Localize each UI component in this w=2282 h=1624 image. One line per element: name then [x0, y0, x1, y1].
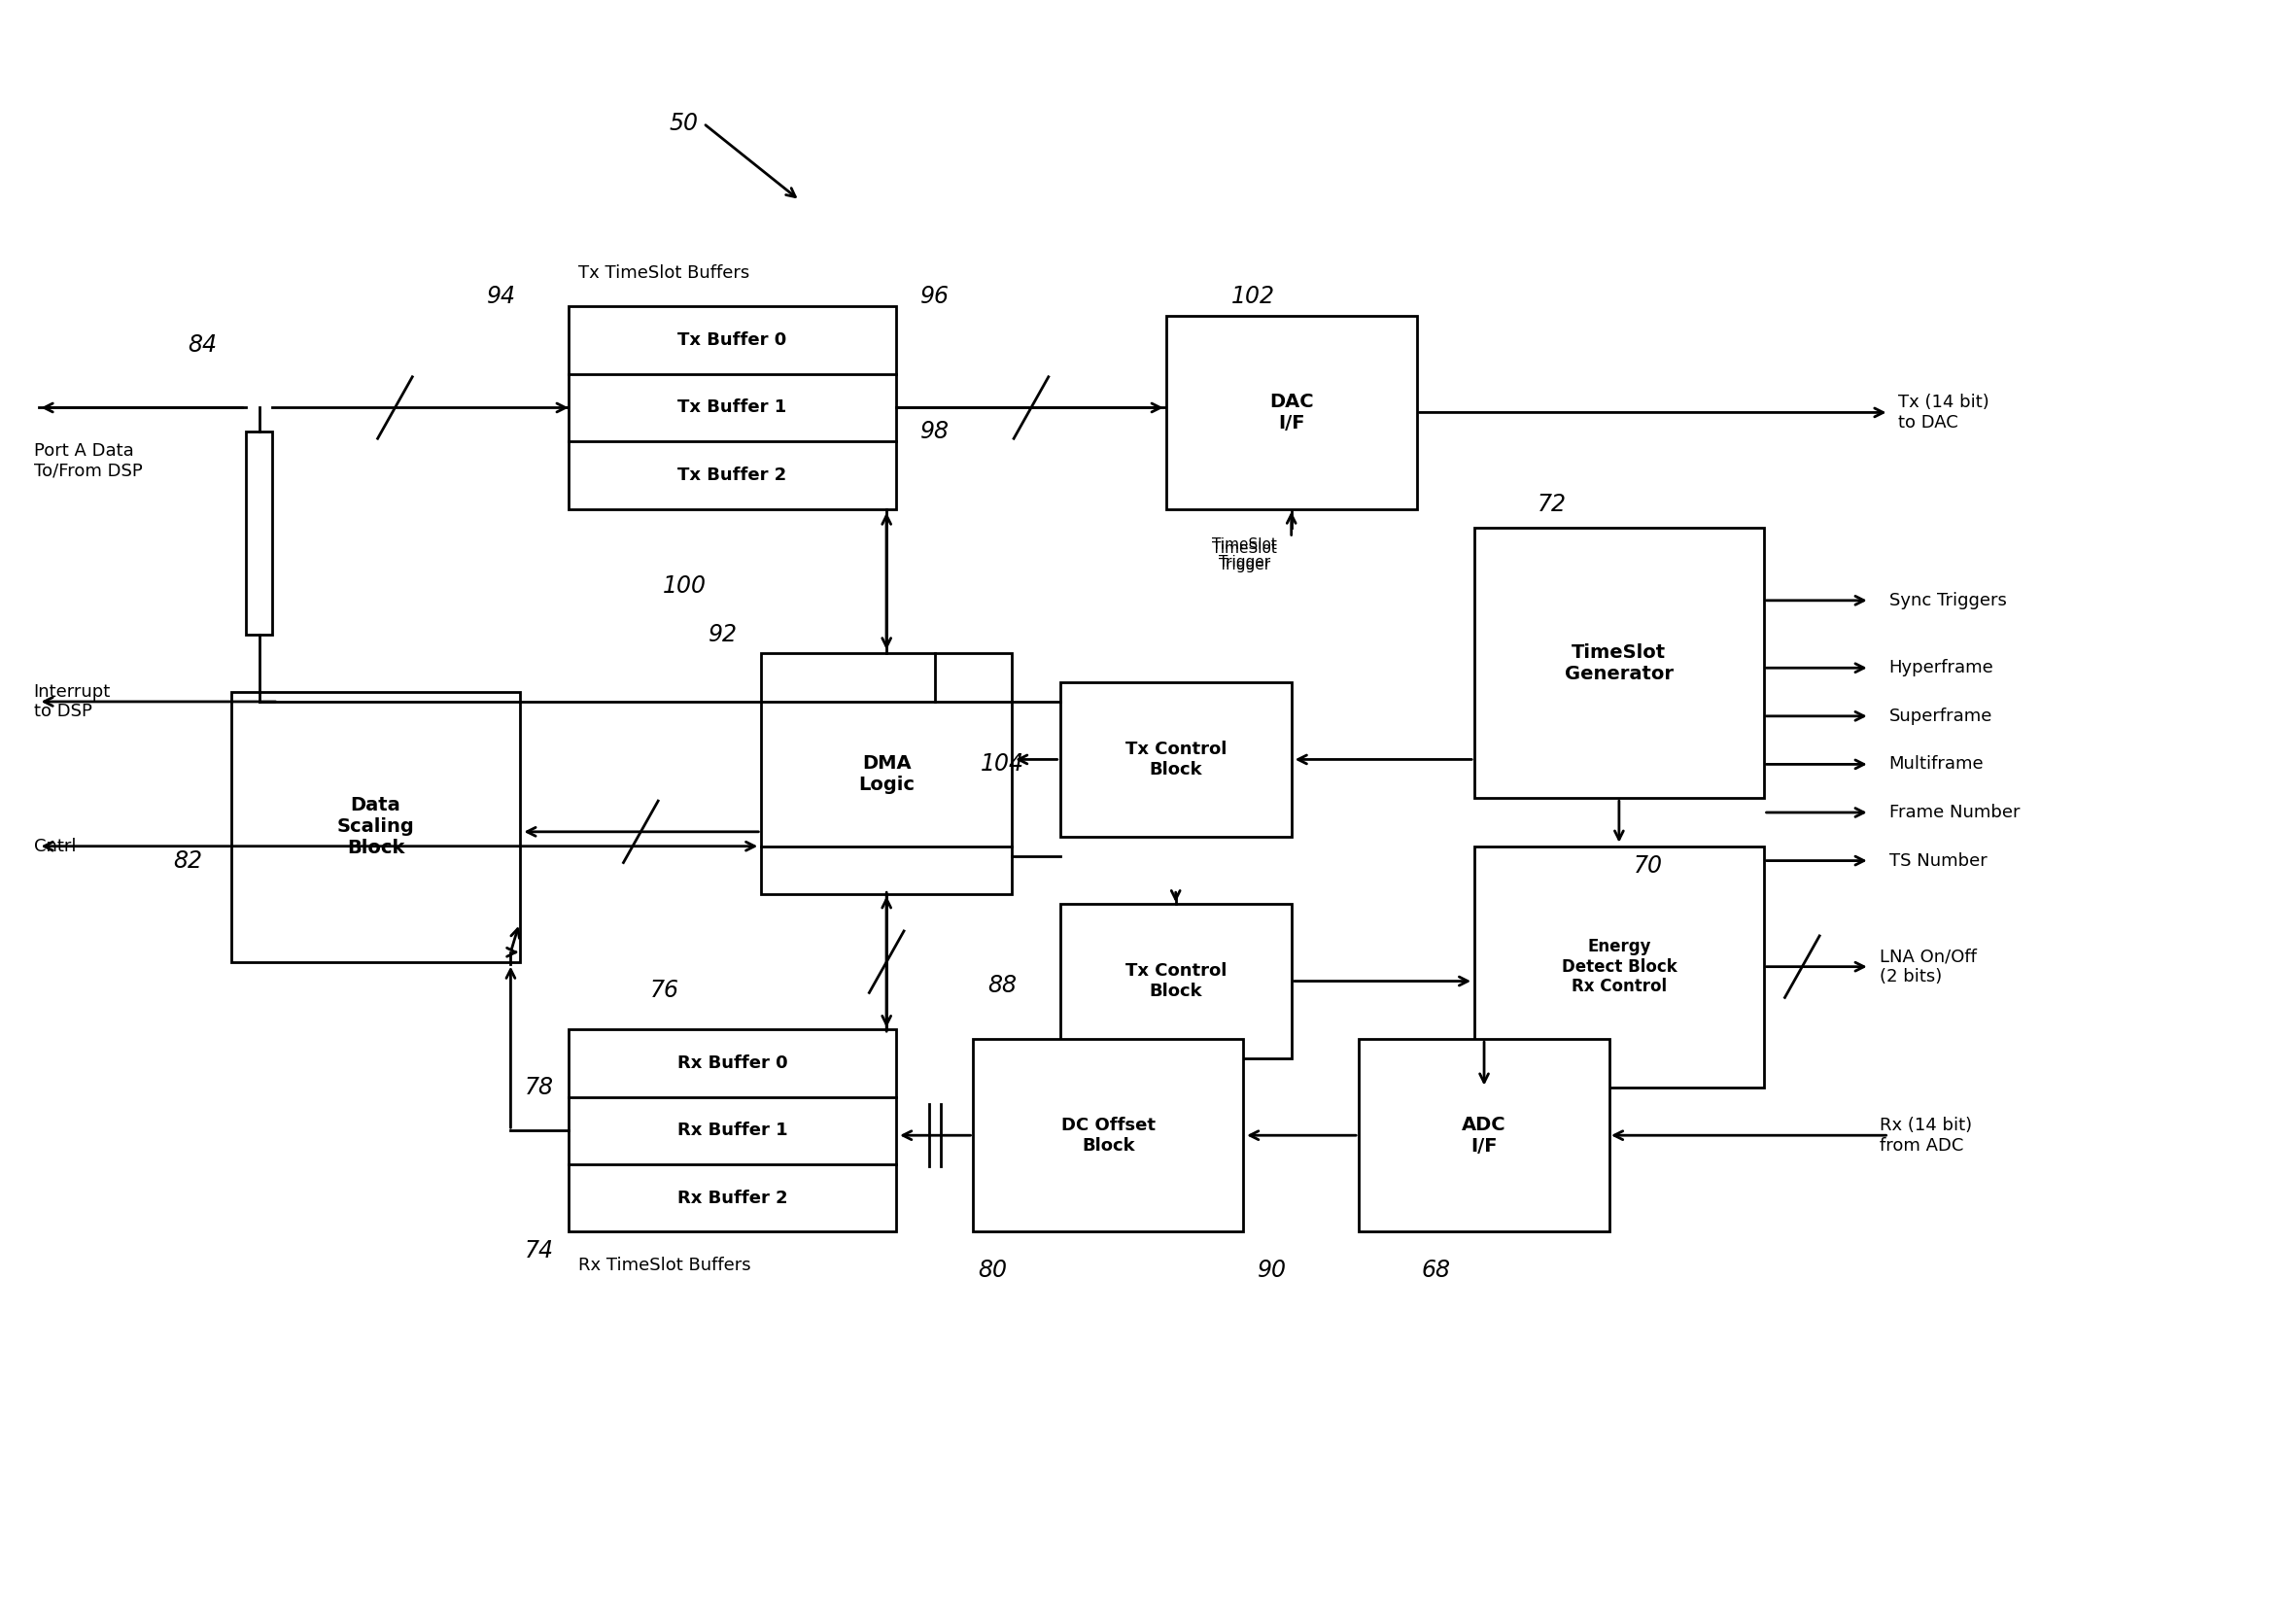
Text: TimeSlot
Trigger: TimeSlot Trigger — [1212, 541, 1278, 573]
Text: 90: 90 — [1257, 1259, 1287, 1281]
Text: Rx (14 bit)
from ADC: Rx (14 bit) from ADC — [1880, 1116, 1972, 1155]
Text: 92: 92 — [707, 622, 737, 646]
Text: Tx Buffer 1: Tx Buffer 1 — [678, 400, 787, 416]
Bar — [1358, 1039, 1609, 1231]
Text: Frame Number: Frame Number — [1889, 804, 2020, 822]
Text: 80: 80 — [979, 1259, 1006, 1281]
Text: Rx Buffer 1: Rx Buffer 1 — [678, 1122, 787, 1140]
Bar — [1474, 846, 1764, 1086]
Text: Tx TimeSlot Buffers: Tx TimeSlot Buffers — [577, 265, 748, 281]
Text: DAC
I/F: DAC I/F — [1269, 393, 1314, 432]
Text: Data
Scaling
Block: Data Scaling Block — [338, 796, 415, 857]
Text: 104: 104 — [981, 752, 1025, 776]
Bar — [762, 653, 1011, 895]
Text: TS Number: TS Number — [1889, 853, 1988, 869]
Bar — [1474, 528, 1764, 797]
Text: 74: 74 — [525, 1239, 555, 1263]
Text: 70: 70 — [1634, 854, 1664, 877]
Text: 96: 96 — [920, 286, 949, 309]
Text: Cntrl: Cntrl — [34, 838, 75, 854]
Text: 68: 68 — [1422, 1259, 1451, 1281]
Text: TimeSlot
Trigger: TimeSlot Trigger — [1212, 538, 1278, 570]
Text: Interrupt
to DSP: Interrupt to DSP — [34, 682, 110, 721]
Text: 88: 88 — [988, 974, 1018, 997]
Text: Tx Buffer 0: Tx Buffer 0 — [678, 331, 787, 349]
Bar — [974, 1039, 1244, 1231]
Text: LNA On/Off
(2 bits): LNA On/Off (2 bits) — [1880, 948, 1976, 986]
Text: 50: 50 — [669, 112, 698, 135]
Text: TimeSlot
Generator: TimeSlot Generator — [1565, 643, 1673, 684]
Bar — [1166, 317, 1417, 508]
Text: 76: 76 — [650, 979, 680, 1002]
Text: DC Offset
Block: DC Offset Block — [1061, 1116, 1155, 1155]
Text: 98: 98 — [920, 421, 949, 443]
Text: 100: 100 — [662, 575, 705, 598]
Bar — [568, 307, 897, 508]
Text: Rx TimeSlot Buffers: Rx TimeSlot Buffers — [577, 1257, 751, 1275]
Bar — [246, 432, 272, 635]
Text: 72: 72 — [1538, 492, 1565, 516]
Text: Energy
Detect Block
Rx Control: Energy Detect Block Rx Control — [1561, 937, 1677, 996]
Text: 78: 78 — [525, 1075, 555, 1099]
Text: Superframe: Superframe — [1889, 708, 1992, 724]
Text: Rx Buffer 2: Rx Buffer 2 — [678, 1189, 787, 1207]
Bar — [1061, 682, 1292, 836]
Text: Rx Buffer 0: Rx Buffer 0 — [678, 1054, 787, 1072]
Text: ADC
I/F: ADC I/F — [1463, 1116, 1506, 1155]
Text: Port A Data
To/From DSP: Port A Data To/From DSP — [34, 442, 141, 479]
Text: 102: 102 — [1230, 286, 1276, 309]
Bar — [568, 1030, 897, 1231]
Text: Tx Control
Block: Tx Control Block — [1125, 963, 1225, 1000]
Bar — [230, 692, 520, 961]
Bar — [1061, 905, 1292, 1059]
Text: Tx Buffer 2: Tx Buffer 2 — [678, 466, 787, 484]
Text: Tx Control
Block: Tx Control Block — [1125, 741, 1225, 778]
Text: 84: 84 — [187, 333, 217, 357]
Text: DMA
Logic: DMA Logic — [858, 754, 915, 794]
Text: Hyperframe: Hyperframe — [1889, 659, 1994, 677]
Text: Multiframe: Multiframe — [1889, 755, 1983, 773]
Text: Tx (14 bit)
to DAC: Tx (14 bit) to DAC — [1899, 393, 1990, 432]
Text: Sync Triggers: Sync Triggers — [1889, 591, 2006, 609]
Text: 94: 94 — [486, 286, 516, 309]
Text: 82: 82 — [173, 849, 203, 872]
